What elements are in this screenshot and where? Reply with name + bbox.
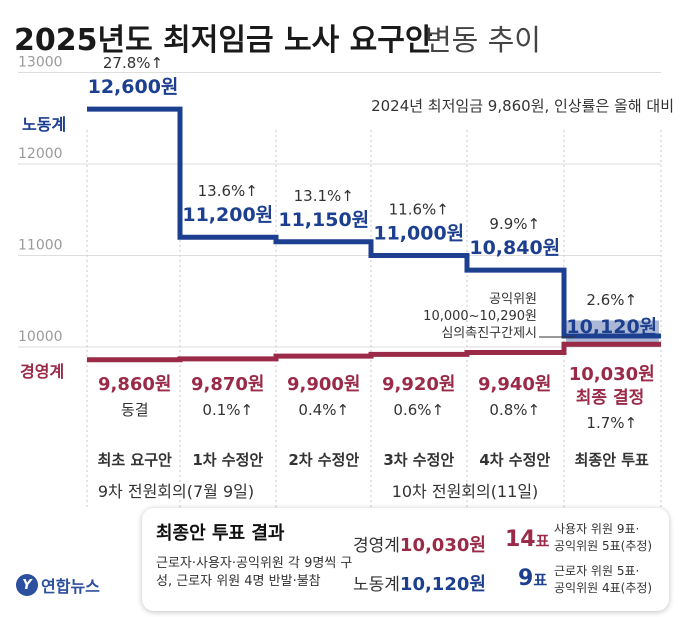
result-labor-votes-count: 9 — [518, 566, 534, 591]
labor-pct-label: 13.6%↑ — [198, 182, 258, 200]
mgmt-value-label: 9,920원 — [382, 374, 456, 395]
meeting-10th: 10차 전원회의(11일) — [392, 482, 539, 501]
result-description: 근로자·사용자·공익위원 각 9명씩 구성, 근로자 위원 4명 반발·불참 — [156, 556, 353, 589]
yonhap-logo: Y 연합뉴스 — [16, 573, 100, 597]
mgmt-pct-label: 0.6%↑ — [393, 401, 444, 419]
round-label: 최종안 투표 — [575, 451, 649, 469]
y-tick-label: 10000 — [18, 329, 63, 345]
y-axis-ticks: 10000 11000 12000 13000 — [18, 55, 63, 346]
labor-value-label: 11,200원 — [182, 204, 273, 226]
labor-value-label: 11,150원 — [278, 209, 369, 231]
result-labor-detail: 근로자 위원 5표· 공익위원 4표(추정) — [554, 563, 652, 597]
result-mgmt-label: 경영계 — [353, 536, 400, 556]
result-mgmt-detail-line: 사용자 위원 9표· — [554, 522, 640, 536]
gridlines — [18, 72, 661, 348]
result-labor-votes-unit: 표 — [533, 571, 548, 589]
result-labor-label: 노동계 — [353, 575, 400, 595]
result-mgmt-value: 10,030원 — [399, 535, 486, 556]
meeting-9th: 9차 전원회의(7월 9일) — [98, 482, 254, 501]
result-title: 최종안 투표 결과 — [156, 523, 285, 544]
chart-title: 2025년도 최저임금 노사 요구안 — [14, 23, 433, 58]
y-tick-label: 13000 — [18, 55, 63, 71]
labor-value-label: 10,840원 — [469, 237, 560, 259]
mgmt-value-label: 10,030원 — [569, 364, 655, 385]
result-labor-detail-line: 근로자 위원 5표· — [554, 564, 640, 578]
y-tick-label: 12000 — [18, 146, 63, 162]
round-label: 최초 요구안 — [98, 451, 172, 469]
round-label: 1차 수정안 — [192, 451, 263, 469]
mgmt-series-label: 경영계 — [20, 362, 64, 381]
result-mgmt-votes-unit: 표 — [535, 532, 550, 550]
mgmt-pct-label: 0.4%↑ — [298, 401, 349, 419]
logo-mark-icon: Y — [16, 574, 38, 596]
round-labels: 최초 요구안 1차 수정안 2차 수정안 3차 수정안 4차 수정안 최종안 투표 — [98, 451, 649, 469]
mgmt-value-label: 9,940원 — [478, 374, 552, 395]
mgmt-value-label: 9,900원 — [287, 374, 361, 395]
result-mgmt-detail: 사용자 위원 9표· 공익위원 5표(추정) — [554, 521, 652, 555]
result-labor-votes: 9표 — [518, 566, 547, 591]
final-decision-label: 최종 결정 — [576, 388, 644, 408]
vote-result-box: 최종안 투표 결과 근로자·사용자·공익위원 각 9명씩 구성, 근로자 위원 … — [142, 508, 669, 611]
labor-value-label: 12,600원 — [88, 76, 179, 98]
result-labor-line: 노동계10,120원 — [353, 570, 486, 596]
band-note-line: 10,000~10,290원 — [423, 309, 537, 324]
labor-pct-label: 9.9%↑ — [489, 215, 540, 233]
chart-subtitle: 변동 추이 — [425, 23, 541, 57]
labor-value-label: 10,120원 — [566, 316, 657, 338]
mgmt-value-label: 9,860원 — [98, 374, 172, 395]
mgmt-pct-label: 0.8%↑ — [489, 401, 540, 419]
labor-pct-label: 27.8%↑ — [103, 54, 163, 72]
result-mgmt-votes: 14표 — [505, 527, 549, 552]
result-mgmt-detail-line: 공익위원 5표(추정) — [554, 539, 653, 553]
labor-series-line — [87, 106, 661, 339]
result-labor-value: 10,120원 — [399, 574, 486, 595]
result-labor-detail-line: 공익위원 4표(추정) — [554, 581, 653, 595]
mgmt-pct-label: 0.1%↑ — [202, 401, 253, 419]
mgmt-series-line — [87, 341, 661, 363]
mgmt-value-label: 9,870원 — [191, 374, 265, 395]
mgmt-pct-label: 1.7%↑ — [586, 414, 637, 432]
logo-text: 연합뉴스 — [41, 577, 100, 596]
labor-value-label: 11,000원 — [373, 223, 464, 245]
round-label: 3차 수정안 — [383, 451, 454, 469]
labor-pct-label: 2.6%↑ — [586, 291, 637, 309]
round-label: 4차 수정안 — [479, 451, 550, 469]
chart-note: 2024년 최저임금 9,860원, 인상률은 올해 대비 — [371, 97, 674, 115]
result-mgmt-line: 경영계10,030원 — [353, 531, 486, 557]
labor-pct-label: 13.1%↑ — [294, 187, 354, 205]
labor-series-label: 노동계 — [22, 115, 66, 134]
band-note-line: 공익위원 — [489, 292, 537, 307]
result-mgmt-votes-count: 14 — [505, 527, 536, 552]
labor-pct-label: 11.6%↑ — [389, 201, 449, 219]
round-label: 2차 수정안 — [288, 451, 359, 469]
mgmt-pct-label: 동결 — [121, 401, 149, 419]
band-note-line: 심의촉진구간제시 — [441, 326, 537, 341]
y-tick-label: 11000 — [18, 238, 63, 254]
